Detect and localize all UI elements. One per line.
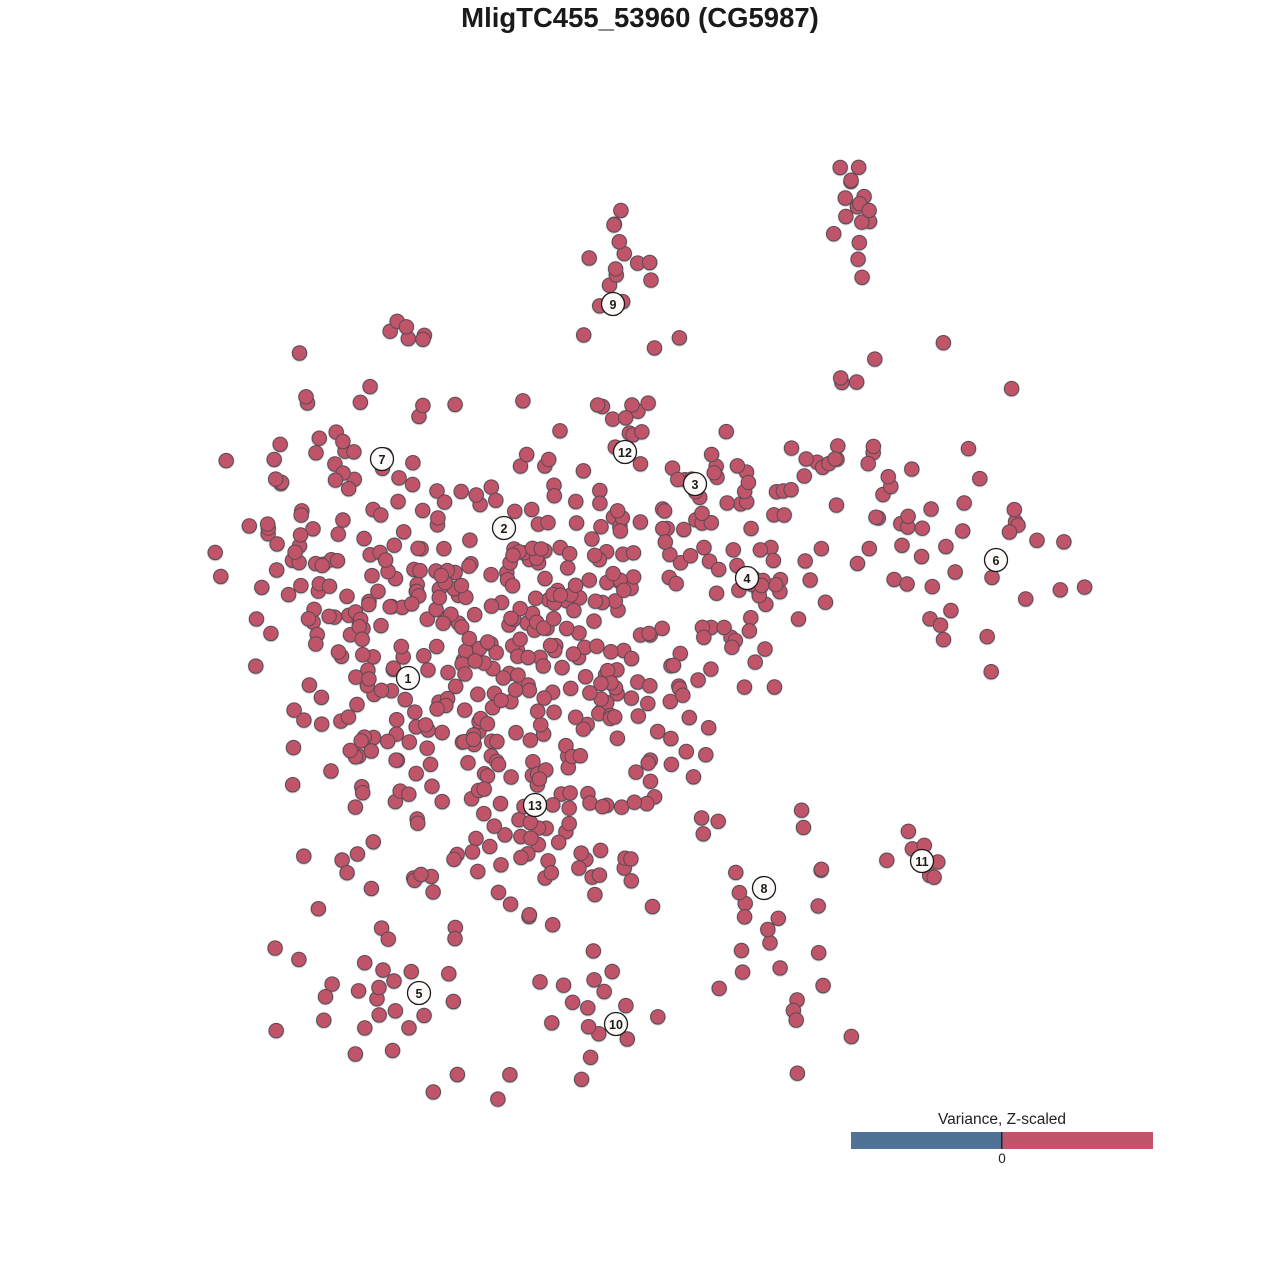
svg-text:13: 13 [528, 799, 542, 813]
svg-text:5: 5 [416, 987, 423, 1001]
svg-text:12: 12 [618, 446, 632, 460]
svg-text:10: 10 [609, 1018, 623, 1032]
svg-text:7: 7 [379, 453, 386, 467]
svg-text:6: 6 [993, 554, 1000, 568]
svg-text:3: 3 [692, 478, 699, 492]
svg-text:9: 9 [610, 298, 617, 312]
svg-text:11: 11 [915, 855, 928, 869]
svg-text:2: 2 [501, 522, 508, 536]
svg-text:8: 8 [761, 882, 768, 896]
svg-text:4: 4 [744, 572, 751, 586]
svg-text:1: 1 [405, 672, 412, 686]
